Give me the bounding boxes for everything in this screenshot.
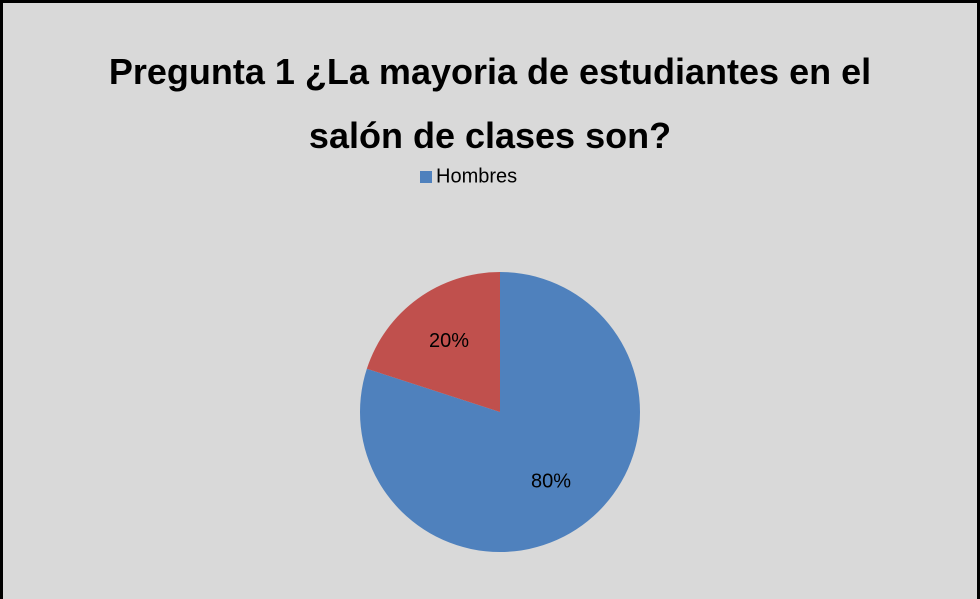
pie-slice bbox=[366, 272, 500, 412]
legend-swatch bbox=[420, 171, 432, 183]
data-label: 20% bbox=[429, 330, 469, 352]
data-label: 80% bbox=[531, 471, 571, 493]
legend-label: Hombres bbox=[436, 165, 517, 187]
chart-title: Pregunta 1 ¿La mayoria de estudiantes en… bbox=[108, 51, 872, 156]
